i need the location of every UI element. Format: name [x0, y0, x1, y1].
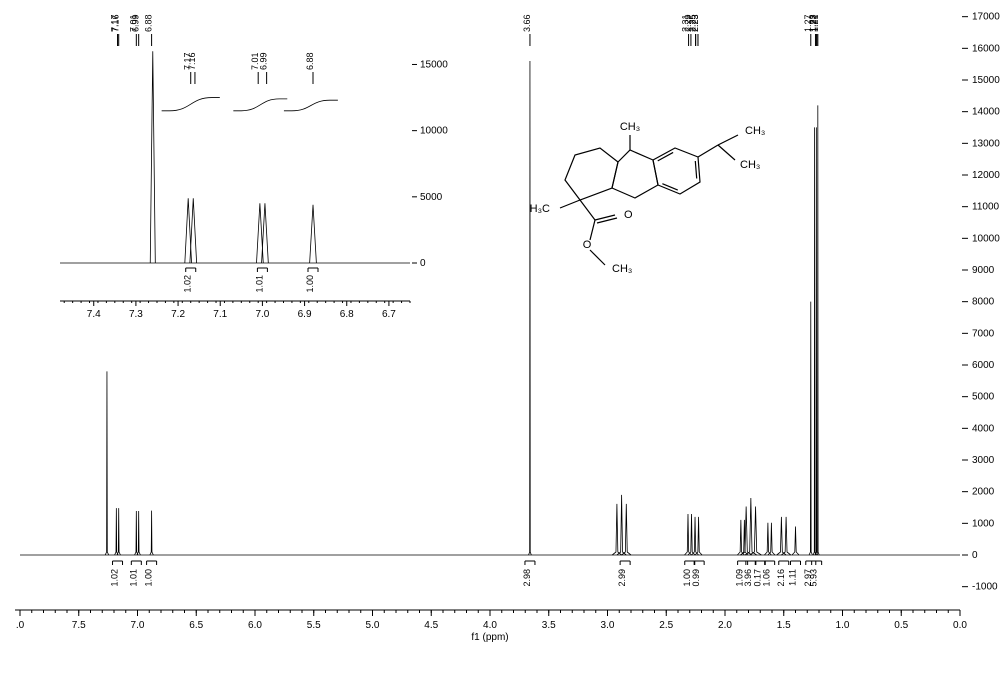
svg-text:6000: 6000 — [972, 360, 995, 371]
svg-text:2.0: 2.0 — [718, 620, 732, 631]
svg-text:4000: 4000 — [972, 423, 995, 434]
svg-text:2.5: 2.5 — [659, 620, 673, 631]
svg-text:4.5: 4.5 — [424, 620, 438, 631]
svg-text:1.06: 1.06 — [762, 569, 772, 587]
svg-text:1.21: 1.21 — [810, 14, 820, 32]
svg-text:1.02: 1.02 — [110, 569, 120, 587]
svg-text:1.0: 1.0 — [836, 620, 850, 631]
svg-text:5000: 5000 — [972, 392, 995, 403]
svg-text:CH₃: CH₃ — [745, 125, 765, 137]
svg-text:7.1: 7.1 — [213, 309, 227, 320]
svg-text:2.98: 2.98 — [522, 569, 532, 587]
svg-text:7.3: 7.3 — [129, 309, 143, 320]
svg-text:6.0: 6.0 — [248, 620, 262, 631]
svg-text:1.11: 1.11 — [788, 569, 798, 586]
svg-text:6.99: 6.99 — [131, 14, 141, 32]
svg-text:0.99: 0.99 — [691, 569, 701, 587]
svg-text:O: O — [624, 209, 633, 221]
svg-text:2000: 2000 — [972, 487, 995, 498]
svg-text:6.9: 6.9 — [298, 309, 312, 320]
svg-text:7.0: 7.0 — [255, 309, 269, 320]
svg-text:0: 0 — [420, 258, 426, 269]
svg-text:1.01: 1.01 — [254, 275, 264, 293]
svg-text:6.99: 6.99 — [259, 52, 269, 70]
svg-text:10000: 10000 — [420, 126, 448, 137]
svg-text:0: 0 — [972, 550, 978, 561]
svg-text:6.88: 6.88 — [144, 14, 154, 32]
svg-text:2.99: 2.99 — [617, 569, 627, 587]
svg-text:CH₃: CH₃ — [740, 159, 760, 171]
svg-text:0.0: 0.0 — [953, 620, 967, 631]
svg-text:1000: 1000 — [972, 518, 995, 529]
svg-text:f1 (ppm): f1 (ppm) — [471, 632, 508, 643]
svg-text:0.5: 0.5 — [894, 620, 908, 631]
svg-text:14000: 14000 — [972, 107, 1000, 118]
svg-text:H₃C: H₃C — [530, 203, 550, 215]
svg-text:6.88: 6.88 — [305, 52, 315, 70]
svg-text:3.0: 3.0 — [601, 620, 615, 631]
svg-text:7.16: 7.16 — [111, 14, 121, 32]
nmr-spectrum-main: -1000 0 1000 2000 3000 4000 5000 6000 7000 8000 90… — [0, 0, 1000, 668]
svg-text:7.4: 7.4 — [87, 309, 101, 320]
svg-text:7.0: 7.0 — [131, 620, 145, 631]
svg-text:6.5: 6.5 — [189, 620, 203, 631]
svg-text:6.7: 6.7 — [382, 309, 396, 320]
inset-plot: 7.4 7.3 7.2 7.1 7.0 6.9 6.8 6.7 0 5000 10000 15000 7… — [60, 51, 448, 320]
svg-text:2.23: 2.23 — [690, 14, 700, 32]
svg-text:1.00: 1.00 — [144, 569, 154, 587]
svg-text:8000: 8000 — [972, 297, 995, 308]
svg-text:7.5: 7.5 — [72, 620, 86, 631]
svg-text:1.5: 1.5 — [777, 620, 791, 631]
svg-text:3.66: 3.66 — [522, 14, 532, 32]
svg-text:7.16: 7.16 — [187, 52, 197, 70]
svg-text:5.0: 5.0 — [366, 620, 380, 631]
svg-text:7.2: 7.2 — [171, 309, 185, 320]
svg-text:3.5: 3.5 — [542, 620, 556, 631]
svg-text:5.93: 5.93 — [809, 569, 819, 587]
svg-text:O: O — [583, 239, 592, 251]
svg-text:17000: 17000 — [972, 12, 1000, 23]
svg-text:6.8: 6.8 — [340, 309, 354, 320]
svg-text:3000: 3000 — [972, 455, 995, 466]
svg-text:9000: 9000 — [972, 265, 995, 276]
svg-text:7000: 7000 — [972, 328, 995, 339]
svg-text:5.5: 5.5 — [307, 620, 321, 631]
svg-text:.0: .0 — [16, 620, 25, 631]
svg-text:2.16: 2.16 — [776, 569, 786, 587]
svg-text:15000: 15000 — [972, 75, 1000, 86]
svg-text:15000: 15000 — [420, 59, 448, 70]
svg-text:CH₃: CH₃ — [612, 263, 632, 275]
svg-text:13000: 13000 — [972, 138, 1000, 149]
svg-text:CH₃: CH₃ — [620, 121, 640, 133]
svg-text:10000: 10000 — [972, 233, 1000, 244]
svg-text:1.02: 1.02 — [183, 275, 193, 293]
svg-text:11000: 11000 — [972, 202, 1000, 213]
molecule-structure: CH₃ CH₃ CH₃ H₃C O O CH₃ — [530, 121, 766, 275]
svg-text:1.00: 1.00 — [305, 275, 315, 293]
svg-text:5000: 5000 — [420, 192, 443, 203]
svg-text:12000: 12000 — [972, 170, 1000, 181]
svg-text:16000: 16000 — [972, 43, 1000, 54]
svg-text:1.01: 1.01 — [128, 569, 138, 587]
svg-text:-1000: -1000 — [972, 582, 998, 593]
svg-text:4.0: 4.0 — [483, 620, 497, 631]
